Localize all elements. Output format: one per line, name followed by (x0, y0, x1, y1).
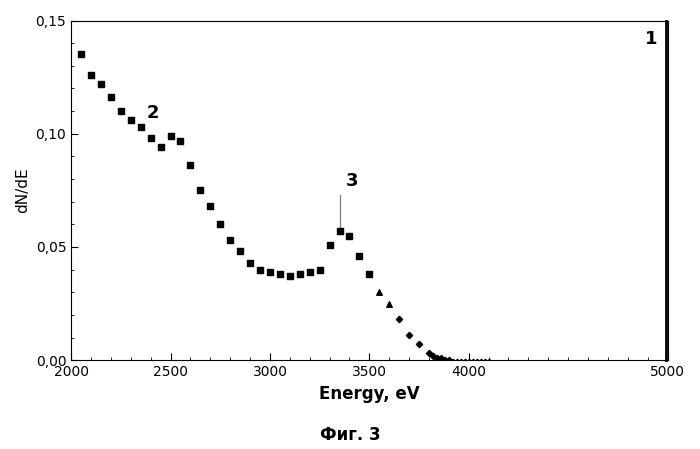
Point (475, 359, 486, 366)
Text: 2: 2 (147, 105, 159, 123)
Y-axis label: dN/dE: dN/dE (15, 167, 30, 213)
Point (364, 270, 375, 277)
Text: Фиг. 3: Фиг. 3 (320, 426, 380, 444)
Point (215, 221, 226, 228)
Point (225, 237, 236, 244)
Point (427, 352, 438, 359)
Point (185, 162, 196, 169)
Point (284, 273, 295, 280)
Point (414, 341, 425, 348)
Point (135, 123, 146, 131)
Point (85, 71, 97, 79)
Point (145, 135, 156, 142)
Point (443, 357, 454, 364)
Point (463, 359, 475, 366)
Point (403, 332, 414, 339)
Point (204, 202, 216, 210)
Point (314, 266, 326, 273)
Point (374, 289, 385, 296)
Point (393, 316, 405, 323)
Point (435, 354, 447, 361)
Point (234, 248, 246, 255)
Point (175, 137, 186, 144)
Point (244, 259, 256, 266)
Point (344, 232, 355, 239)
Text: 3: 3 (346, 172, 358, 190)
Point (274, 270, 286, 277)
Point (334, 228, 345, 235)
Point (455, 359, 466, 366)
Point (95, 80, 106, 88)
Point (431, 354, 442, 361)
Point (483, 359, 494, 366)
Point (304, 268, 315, 275)
Text: 1: 1 (645, 30, 658, 48)
Point (195, 187, 206, 194)
Point (165, 132, 176, 140)
Point (452, 359, 463, 366)
Point (479, 359, 490, 366)
Point (105, 94, 116, 101)
Point (467, 359, 478, 366)
Point (440, 357, 451, 364)
Point (424, 350, 435, 357)
Point (471, 359, 482, 366)
Point (354, 252, 365, 260)
Point (116, 107, 127, 114)
Point (384, 300, 395, 307)
Point (459, 359, 470, 366)
Point (265, 268, 276, 275)
Point (324, 241, 335, 248)
X-axis label: Energy, eV: Energy, eV (319, 385, 419, 403)
Point (254, 266, 265, 273)
Point (155, 144, 166, 151)
Point (447, 359, 458, 366)
Point (294, 270, 305, 277)
Point (76, 51, 87, 58)
Point (125, 117, 136, 124)
